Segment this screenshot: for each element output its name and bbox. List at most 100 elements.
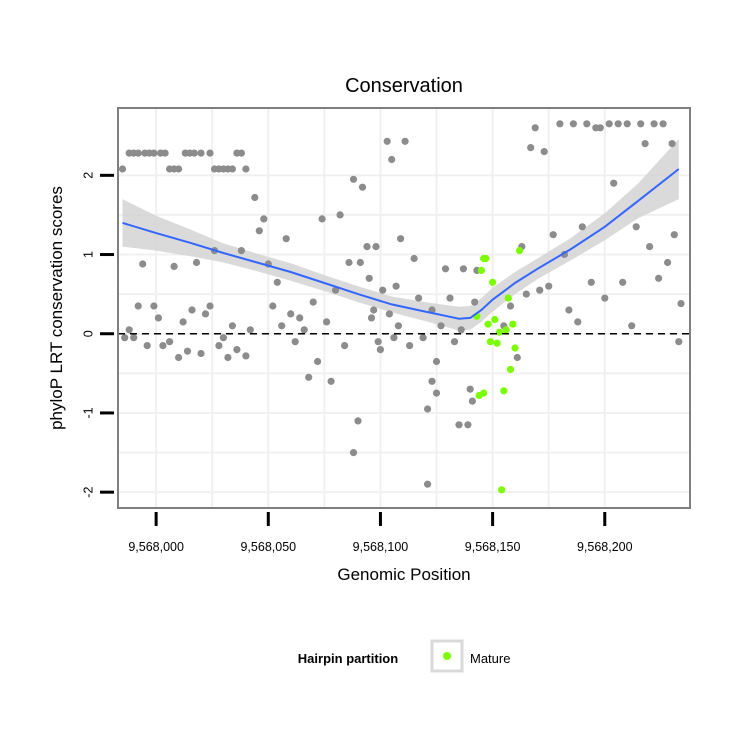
data-point-other [215, 342, 223, 350]
data-point-other [305, 373, 313, 381]
data-point-other [614, 120, 622, 128]
data-point-other [410, 254, 418, 263]
data-point-other [170, 262, 178, 270]
data-point-other [641, 140, 649, 148]
data-point-mature [511, 344, 519, 352]
data-point-other [446, 294, 454, 302]
data-point-other [419, 334, 427, 342]
data-point-other [278, 322, 286, 330]
data-point-other [282, 235, 290, 243]
data-point-other [309, 298, 317, 306]
data-point-other [121, 334, 129, 342]
smooth-trend-line [122, 168, 680, 320]
data-point-other [188, 306, 196, 314]
data-point-other [459, 265, 467, 273]
data-point-other [367, 314, 376, 322]
data-point-other [390, 334, 398, 342]
data-point-mature [482, 254, 490, 263]
data-point-other [432, 357, 441, 366]
data-point-other [296, 314, 304, 322]
data-point-other [610, 179, 618, 187]
data-point-other [291, 338, 299, 346]
plot-panel [117, 107, 691, 509]
data-point-other [190, 149, 198, 157]
data-point-other [255, 227, 263, 235]
data-point-other [224, 353, 232, 362]
data-point-other [251, 193, 259, 202]
data-point-other [287, 310, 295, 318]
data-point-other [406, 342, 414, 350]
data-point-other [183, 347, 192, 355]
x-tick-label: 9,568,200 [577, 540, 633, 554]
x-axis-title: Genomic Position [337, 565, 470, 584]
data-point-other [428, 377, 436, 385]
data-point-other [450, 338, 459, 346]
data-point-mature [489, 278, 497, 286]
data-point-other [150, 149, 158, 157]
data-point-other [349, 175, 358, 183]
data-point-other [130, 334, 138, 342]
x-tick-label: 9,568,000 [128, 540, 184, 554]
data-point-other [545, 282, 553, 290]
y-tick-label: 2 [81, 172, 95, 179]
data-point-other [349, 449, 358, 457]
data-point-mature [506, 365, 515, 373]
data-point-other [197, 149, 205, 157]
legend-key-mature-dot [443, 652, 451, 660]
data-point-other [246, 326, 254, 334]
data-point-other [365, 274, 373, 282]
data-point-other [237, 149, 245, 157]
y-tick-label: 0 [81, 330, 95, 337]
data-point-other [401, 137, 409, 145]
data-point-other [139, 260, 147, 268]
data-point-other [363, 243, 371, 251]
data-point-other [327, 377, 335, 385]
data-point-other [237, 247, 245, 255]
data-point-other [134, 302, 142, 310]
data-point-other [632, 223, 640, 231]
data-point-other [397, 235, 405, 243]
data-point-other [587, 278, 595, 286]
data-point-mature [504, 294, 512, 302]
data-point-other [646, 243, 654, 251]
data-point-other [379, 286, 387, 294]
data-point-other [415, 294, 423, 302]
data-point-mature [484, 320, 492, 328]
data-point-other [228, 165, 236, 173]
data-point-other [468, 397, 476, 405]
data-point-other [323, 318, 331, 326]
data-point-other [549, 231, 557, 239]
data-point-other [464, 421, 472, 429]
legend-title: Hairpin partition [298, 651, 398, 666]
data-point-other [374, 338, 382, 346]
series-other [118, 120, 685, 488]
data-point-other [394, 322, 402, 330]
data-point-other [664, 258, 672, 267]
x-axis: 9,568,000 9,568,050 9,568,100 9,568,150 9,56… [128, 512, 633, 554]
data-point-other [159, 342, 167, 350]
data-point-other [354, 417, 362, 425]
data-point-other [583, 120, 591, 128]
data-point-other [466, 385, 474, 393]
data-point-mature [509, 320, 517, 328]
data-point-other [358, 183, 367, 191]
data-point-other [668, 140, 676, 148]
data-point-other [628, 322, 636, 330]
data-point-other [522, 290, 530, 298]
data-point-mature [477, 266, 485, 274]
legend: Hairpin partition Mature [298, 639, 510, 673]
data-point-mature [498, 486, 506, 494]
data-point-other [650, 120, 658, 128]
data-point-mature [480, 389, 488, 397]
data-point-other [134, 149, 142, 157]
y-tick-label: -1 [81, 407, 95, 418]
data-point-other [471, 298, 479, 306]
data-point-other [637, 120, 645, 128]
data-point-other [118, 165, 127, 173]
data-point-other [372, 243, 380, 251]
data-point-other [332, 286, 340, 294]
data-point-other [175, 165, 183, 173]
y-tick-label: -2 [81, 487, 95, 498]
data-point-other [619, 278, 627, 286]
